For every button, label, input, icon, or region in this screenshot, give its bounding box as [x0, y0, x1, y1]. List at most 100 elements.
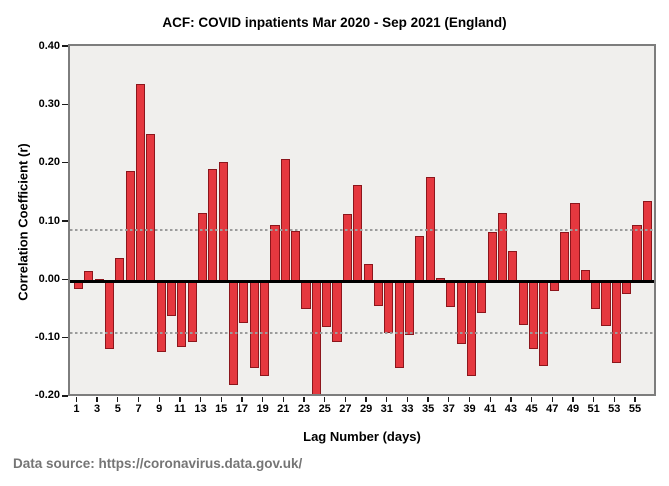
x-tick-mark	[324, 396, 326, 402]
x-tick-mark	[489, 396, 491, 402]
x-tick-label: 31	[380, 403, 393, 415]
acf-bar-lag-9	[156, 281, 166, 353]
x-tick-label: 13	[194, 403, 207, 415]
y-tick-label: -0.20	[34, 389, 60, 402]
acf-bar-lag-30	[373, 281, 383, 306]
x-tick-mark	[261, 396, 264, 402]
x-tick-label: 23	[297, 403, 311, 415]
x-tick-mark	[75, 396, 78, 402]
y-tick-label: 0.30	[38, 97, 60, 110]
acf-bar-lag-47	[549, 281, 559, 292]
y-tick-label: 0.40	[38, 39, 60, 52]
x-tick-label: 3	[94, 403, 101, 415]
x-tick-label: 41	[484, 403, 497, 415]
acf-bar-lag-17	[239, 281, 249, 323]
y-tick-label: 0.10	[38, 214, 60, 227]
x-tick-mark	[448, 396, 450, 402]
x-tick-mark	[365, 396, 367, 402]
acf-bar-lag-10	[166, 281, 177, 317]
acf-bar-lag-5	[115, 258, 125, 282]
plot-area	[68, 44, 656, 396]
y-tick-mark	[62, 45, 68, 47]
x-tick-label: 11	[174, 403, 186, 415]
acf-bar-lag-11	[177, 281, 187, 347]
x-tick-mark	[179, 396, 181, 402]
acf-bar-lag-22	[291, 230, 301, 282]
y-tick-mark	[62, 162, 68, 164]
x-tick-label: 49	[566, 403, 580, 415]
x-tick-mark	[427, 396, 429, 402]
acf-bar-lag-14	[208, 169, 218, 282]
x-tick-mark	[572, 396, 574, 402]
x-tick-label: 5	[114, 403, 121, 415]
y-tick-label: 0.20	[38, 156, 60, 169]
acf-bar-lag-54	[622, 281, 632, 295]
acf-bar-lag-24	[311, 281, 321, 394]
x-tick-label: 51	[587, 403, 600, 415]
acf-bar-lag-27	[342, 213, 352, 282]
y-tick-label: 0.00	[38, 272, 60, 285]
acf-bar-lag-43	[508, 251, 518, 282]
y-tick-mark	[62, 103, 68, 106]
x-tick-mark	[634, 396, 636, 402]
acf-bar-lag-55	[632, 224, 642, 282]
x-tick-label: 39	[463, 403, 476, 415]
x-tick-mark	[158, 396, 160, 402]
acf-bar-lag-39	[466, 281, 477, 376]
acf-bar-lag-18	[249, 281, 259, 368]
acf-bar-lag-31	[384, 281, 394, 333]
y-tick-mark	[62, 336, 68, 339]
acf-bar-lag-19	[260, 281, 270, 377]
acf-bar-lag-40	[477, 281, 487, 313]
x-tick-mark	[96, 396, 98, 402]
chart-title: ACF: COVID inpatients Mar 2020 - Sep 202…	[162, 15, 507, 30]
x-tick-mark	[117, 396, 119, 402]
upper-confidence-line	[70, 229, 654, 231]
acf-bar-lag-44	[518, 281, 528, 325]
acf-bar-lag-8	[146, 134, 156, 282]
x-tick-mark	[220, 396, 222, 402]
acf-bar-lag-37	[446, 281, 456, 307]
x-tick-mark	[241, 396, 243, 402]
y-tick-mark	[62, 220, 68, 222]
acf-bar-lag-23	[301, 281, 311, 309]
x-tick-label: 15	[215, 403, 228, 415]
x-tick-mark	[199, 396, 202, 402]
data-source-note: Data source: https://coronavirus.data.go…	[13, 456, 303, 471]
acf-bar-lag-15	[218, 162, 228, 282]
acf-bar-lag-13	[197, 213, 208, 282]
acf-bar-lag-42	[497, 213, 508, 282]
acf-bar-lag-32	[394, 281, 404, 369]
acf-bar-lag-38	[456, 281, 466, 344]
x-tick-mark	[406, 396, 409, 402]
x-tick-label: 37	[442, 403, 455, 415]
zero-reference-line	[70, 280, 654, 283]
x-tick-label: 27	[339, 403, 352, 415]
acf-bar-lag-45	[529, 281, 539, 349]
x-tick-mark	[510, 396, 512, 402]
x-tick-mark	[386, 396, 388, 402]
x-axis-title: Lag Number (days)	[303, 429, 421, 444]
acf-bar-lag-28	[353, 185, 363, 282]
x-tick-label: 17	[235, 403, 249, 415]
acf-bar-lag-6	[125, 171, 135, 282]
acf-bar-lag-21	[280, 158, 290, 282]
acf-bar-lag-41	[487, 232, 497, 282]
acf-bar-lag-53	[611, 281, 621, 363]
acf-bar-lag-34	[415, 235, 425, 282]
lower-confidence-line	[70, 331, 654, 334]
x-tick-label: 47	[546, 403, 559, 415]
acf-bar-lag-7	[135, 84, 146, 282]
x-tick-label: 9	[156, 403, 163, 415]
acf-bar-lag-51	[591, 281, 601, 310]
x-tick-mark	[468, 396, 471, 402]
x-tick-mark	[137, 396, 140, 402]
acf-bar-lag-25	[322, 281, 332, 327]
acf-bar-lag-46	[539, 281, 549, 367]
acf-bar-lag-52	[601, 281, 611, 326]
x-tick-label: 35	[421, 403, 435, 415]
acf-bar-lag-29	[363, 264, 373, 282]
x-tick-label: 21	[277, 403, 290, 415]
acf-bar-lag-49	[570, 202, 580, 282]
